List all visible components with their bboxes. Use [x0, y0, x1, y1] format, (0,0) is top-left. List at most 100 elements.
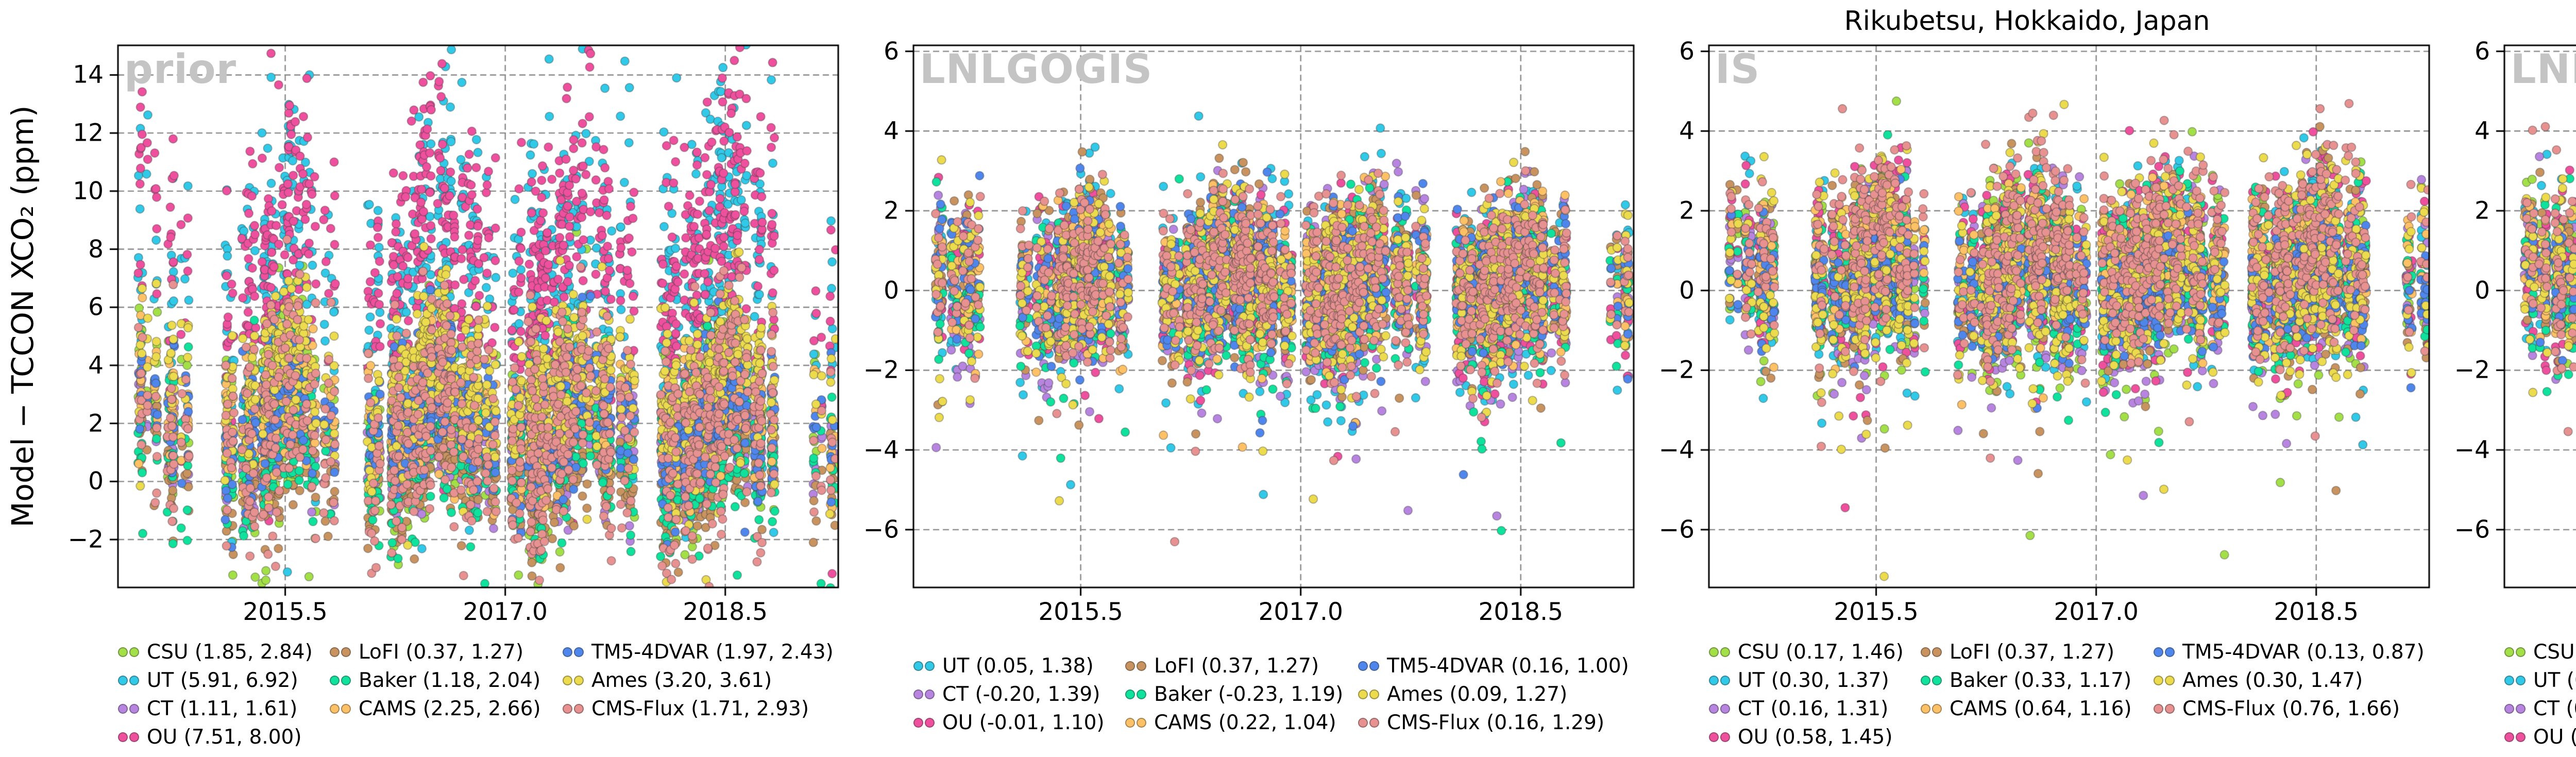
legend-marker-icon	[1709, 647, 1730, 657]
scatter-dot-icon	[129, 675, 139, 685]
y-tick-label: −6	[2454, 515, 2490, 544]
legend-entry-cams: CAMS (2.25, 2.66)	[330, 695, 541, 722]
legend-marker-icon	[2504, 703, 2526, 714]
y-tick-label: 4	[2475, 116, 2490, 145]
scatter-dot-icon	[913, 718, 923, 728]
legend-entry-ou: OU (0.13, 1.26)	[2504, 723, 2576, 751]
legend-entry-lofi: LoFI (0.37, 1.27)	[1921, 638, 2114, 666]
scatter-dot-icon	[330, 647, 340, 657]
scatter-dot-icon	[1932, 675, 1942, 685]
scatter-dot-icon	[1369, 689, 1379, 699]
y-tick-label: −6	[863, 515, 899, 544]
scatter-dot-icon	[2165, 647, 2175, 657]
legend-marker-icon	[1125, 689, 1146, 699]
x-tick-label: 2015.5	[243, 598, 328, 626]
scatter-dot-icon	[118, 703, 128, 714]
legend-marker-icon	[330, 703, 351, 714]
y-tick-label: 4	[884, 116, 899, 145]
legend-label: OU (-0.01, 1.10)	[942, 711, 1105, 734]
legend-label: CT (0.16, 1.31)	[1738, 697, 1889, 720]
x-tick-label: 2017.0	[1258, 598, 1343, 626]
scatter-dot-icon	[1137, 661, 1146, 671]
legend-entry-tm5-4dvar: TM5-4DVAR (0.13, 0.87)	[2154, 638, 2425, 666]
legend-label: TM5-4DVAR (1.97, 2.43)	[591, 640, 834, 664]
scatter-dot-icon	[563, 703, 572, 714]
scatter-dot-icon	[1720, 675, 1730, 685]
legend-entry-ct: CT (1.11, 1.61)	[118, 695, 297, 722]
scatter-dot-icon	[574, 647, 584, 657]
scatter-dot-icon	[2516, 647, 2526, 657]
legend-entry-tm5-4dvar: TM5-4DVAR (1.97, 2.43)	[563, 638, 834, 666]
legend-label: LoFI (0.37, 1.27)	[1154, 654, 1319, 678]
legend-label: CMS-Flux (1.71, 2.93)	[591, 697, 809, 720]
legend-marker-icon	[1125, 661, 1146, 671]
legend-label: UT (0.30, 1.37)	[1738, 668, 1889, 692]
legend-marker-icon	[1358, 661, 1379, 671]
legend-entry-csu: CSU (0.17, 1.46)	[1709, 638, 1904, 666]
scatter-dot-icon	[2154, 647, 2163, 657]
legend-label: OU (0.58, 1.45)	[1738, 725, 1893, 749]
legend-label: UT (0.05, 1.38)	[942, 654, 1094, 678]
legend-label: TM5-4DVAR (0.16, 1.00)	[1387, 654, 1629, 678]
legend-marker-icon	[2504, 675, 2526, 685]
scatter-dot-icon	[563, 647, 572, 657]
legend-entry-ou: OU (7.51, 8.00)	[118, 723, 302, 751]
legend-label: CT (0.06, 1.13)	[2533, 697, 2576, 720]
scatter-dot-icon	[1921, 703, 1930, 714]
legend-label: Ames (3.20, 3.61)	[591, 668, 772, 692]
scatter-dot-icon	[925, 718, 935, 728]
legend-marker-icon	[330, 647, 351, 657]
legend-marker-icon	[1709, 703, 1730, 714]
scatter-dot-icon	[129, 703, 139, 714]
legend-label: UT (5.91, 6.92)	[147, 668, 298, 692]
y-tick-label: 6	[2475, 37, 2490, 66]
legend-marker-icon	[913, 661, 935, 671]
legend-entry-baker: Baker (1.18, 2.04)	[330, 666, 540, 694]
figure-title: Rikubetsu, Hokkaido, Japan	[1844, 6, 2210, 37]
scatter-dot-icon	[1358, 661, 1368, 671]
scatter-dot-icon	[2165, 675, 2175, 685]
y-tick-label: −4	[2454, 435, 2490, 464]
legend-label: CT (-0.20, 1.39)	[942, 683, 1100, 706]
scatter-dot-icon	[341, 675, 351, 685]
scatter-dot-icon	[1369, 718, 1379, 728]
scatter-dot-icon	[2165, 703, 2175, 714]
legend-label: CT (1.11, 1.61)	[147, 697, 298, 720]
scatter-dot-icon	[341, 703, 351, 714]
x-tick-label: 2018.5	[683, 598, 768, 626]
x-tick-label: 2015.5	[1038, 598, 1123, 626]
y-tick-label: 4	[88, 351, 104, 380]
legend-marker-icon	[1709, 732, 1730, 742]
scatter-dot-icon	[574, 675, 584, 685]
scatter-dot-icon	[2504, 675, 2514, 685]
legend-entry-ou: OU (0.58, 1.45)	[1709, 723, 1893, 751]
scatter-dot-icon	[118, 675, 128, 685]
legend-label: TM5-4DVAR (0.13, 0.87)	[2182, 640, 2425, 664]
legend-marker-icon	[1125, 718, 1146, 728]
legend-label: CSU (0.58, 1.22)	[2533, 640, 2576, 664]
legend-marker-icon	[1921, 675, 1942, 685]
scatter-dot-icon	[129, 647, 139, 657]
y-tick-label: 2	[2475, 196, 2490, 225]
y-tick-label: 8	[88, 235, 104, 264]
scatter-dot-icon	[1932, 703, 1942, 714]
legend-entry-baker: Baker (-0.23, 1.19)	[1125, 681, 1343, 709]
scatter-dot-icon	[925, 661, 935, 671]
legend-label: LoFI (0.37, 1.27)	[1950, 640, 2115, 664]
legend-label: CAMS (0.22, 1.04)	[1154, 711, 1336, 734]
legend-label: Ames (0.09, 1.27)	[1387, 683, 1568, 706]
legend-entry-cams: CAMS (0.64, 1.16)	[1921, 695, 2132, 722]
scatter-dot-icon	[2516, 703, 2526, 714]
scatter-dot-icon	[129, 732, 139, 742]
scatter-dot-icon	[1125, 689, 1135, 699]
y-tick-label: −4	[1658, 435, 1694, 464]
legend-marker-icon	[1709, 675, 1730, 685]
legend-entry-ou: OU (-0.01, 1.10)	[913, 709, 1105, 737]
legend-label: OU (7.51, 8.00)	[147, 725, 302, 749]
scatter-dot-icon	[2154, 703, 2163, 714]
legend-marker-icon	[563, 647, 584, 657]
scatter-dot-icon	[1720, 732, 1730, 742]
scatter-dot-icon	[1125, 661, 1135, 671]
legend-marker-icon	[330, 675, 351, 685]
